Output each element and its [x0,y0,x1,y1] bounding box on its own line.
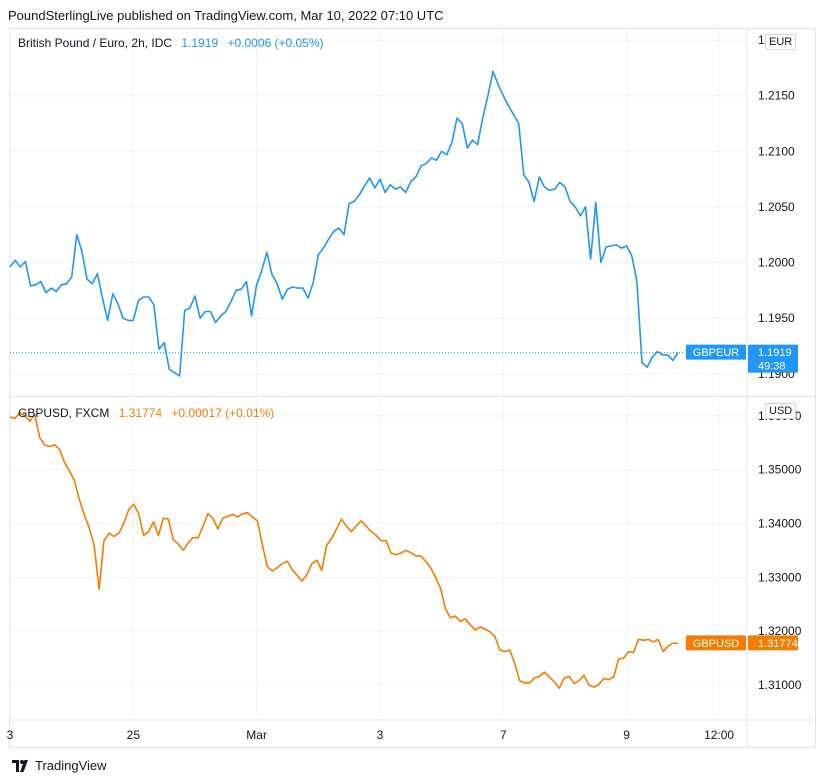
publisher-line: PoundSterlingLive published on TradingVi… [8,8,444,23]
gbpeur-legend-change: +0.0006 (+0.05%) [227,36,324,50]
x-tick-label: 9 [623,728,630,742]
grid [9,29,747,720]
usd-currency-button[interactable]: USD [765,403,797,419]
gbpeur-series-line[interactable] [9,70,679,377]
gbpusd-y-tick-label: 1.34000 [758,517,802,531]
tradingview-logo-icon [12,759,30,772]
x-tick-label: 3 [377,728,384,742]
gbpusd-symbol-tag-text: GBPUSD [693,638,740,650]
gbpeur-legend[interactable]: British Pound / Euro, 2h, IDC 1.1919 +0.… [18,36,324,50]
x-tick-label: 3 [7,728,14,742]
series-layer [9,70,679,690]
gbpeur-countdown: 49:38 [758,361,786,373]
gbpeur-y-tick-label: 1.2000 [758,256,795,270]
price-tags: GBPEUR 1.1919 49:38 GBPUSD 1.31774 [10,344,798,651]
gbpeur-last-price-value: 1.1919 [758,347,792,359]
gbpeur-y-tick-label: 1.2150 [758,89,795,103]
gbpusd-y-tick-label: 1.32000 [758,624,802,638]
gbpusd-last-price-value: 1.31774 [758,638,798,650]
x-tick-label: 25 [127,728,141,742]
footer-brand: TradingView [35,758,107,773]
gbpusd-legend[interactable]: GBPUSD, FXCM 1.31774 +0.00017 (+0.01%) [18,406,274,420]
gbpusd-y-tick-label: 1.35000 [758,463,802,477]
gbpusd-title: GBPUSD, FXCM [18,406,110,420]
x-tick-label: Mar [246,728,267,742]
x-tick-label: 12:00 [704,728,734,742]
gbpusd-series-line[interactable] [9,411,679,690]
gbpeur-y-tick-label: 1.2050 [758,200,795,214]
x-tick-label: 7 [500,728,507,742]
gbpusd-y-tick-label: 1.31000 [758,678,802,692]
gbpusd-legend-change: +0.00017 (+0.01%) [171,406,275,420]
gbpusd-symbol-tag [686,635,746,651]
gbpeur-symbol-tag-text: GBPEUR [693,347,740,359]
gbpeur-y-tick-label: 1.2100 [758,144,795,158]
gbpeur-symbol-tag [686,344,746,360]
gbpusd-y-tick-label: 1.33000 [758,570,802,584]
gbpeur-legend-value: 1.1919 [181,36,219,50]
eur-currency-button[interactable]: EUR [765,34,797,50]
gbpusd-last-price-tag [748,635,798,651]
gbpusd-legend-value: 1.31774 [118,406,163,420]
footer[interactable]: TradingView [12,758,107,773]
gbpeur-title: British Pound / Euro, 2h, IDC [18,36,173,50]
gbpeur-y-tick-label: 1.1950 [758,311,795,325]
gbpeur-last-price-tag [748,344,798,373]
